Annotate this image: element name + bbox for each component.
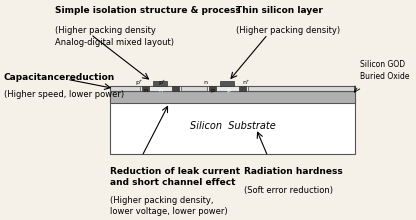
Text: p⁺: p⁺ [135, 80, 142, 85]
Text: p: p [227, 88, 231, 92]
Text: Silicon  Substrate: Silicon Substrate [190, 121, 275, 131]
FancyBboxPatch shape [140, 86, 181, 91]
FancyBboxPatch shape [220, 81, 234, 86]
FancyBboxPatch shape [207, 86, 248, 91]
Text: (Higher speed, lower power): (Higher speed, lower power) [4, 90, 124, 99]
Text: (Higher packing density,
lower voltage, lower power): (Higher packing density, lower voltage, … [110, 196, 228, 216]
Text: (Higher packing density): (Higher packing density) [236, 26, 340, 35]
Text: n: n [158, 88, 162, 92]
Text: p⁺: p⁺ [158, 80, 166, 85]
Text: n⁺: n⁺ [243, 80, 250, 85]
Text: Thin silicon layer: Thin silicon layer [236, 6, 323, 15]
FancyBboxPatch shape [110, 91, 354, 103]
FancyBboxPatch shape [110, 99, 354, 154]
Text: Simple isolation structure & process: Simple isolation structure & process [55, 6, 241, 15]
Text: Radiation hardness: Radiation hardness [244, 167, 343, 176]
FancyBboxPatch shape [209, 86, 216, 91]
FancyBboxPatch shape [153, 81, 167, 86]
Text: (Higher packing density
Analog-digital mixed layout): (Higher packing density Analog-digital m… [55, 26, 174, 46]
Text: n: n [144, 88, 148, 92]
Text: Reduction of leak current
and short channel effect: Reduction of leak current and short chan… [110, 167, 240, 187]
FancyBboxPatch shape [172, 86, 179, 91]
Text: Capacitancereduction: Capacitancereduction [4, 73, 115, 82]
Text: Silicon GOD
Buried Oxide: Silicon GOD Buried Oxide [360, 60, 410, 81]
Text: n: n [203, 80, 208, 85]
Text: p: p [211, 88, 215, 92]
FancyBboxPatch shape [239, 86, 246, 91]
Text: (Soft error reduction): (Soft error reduction) [244, 186, 333, 195]
FancyBboxPatch shape [110, 86, 354, 91]
FancyBboxPatch shape [142, 86, 149, 91]
